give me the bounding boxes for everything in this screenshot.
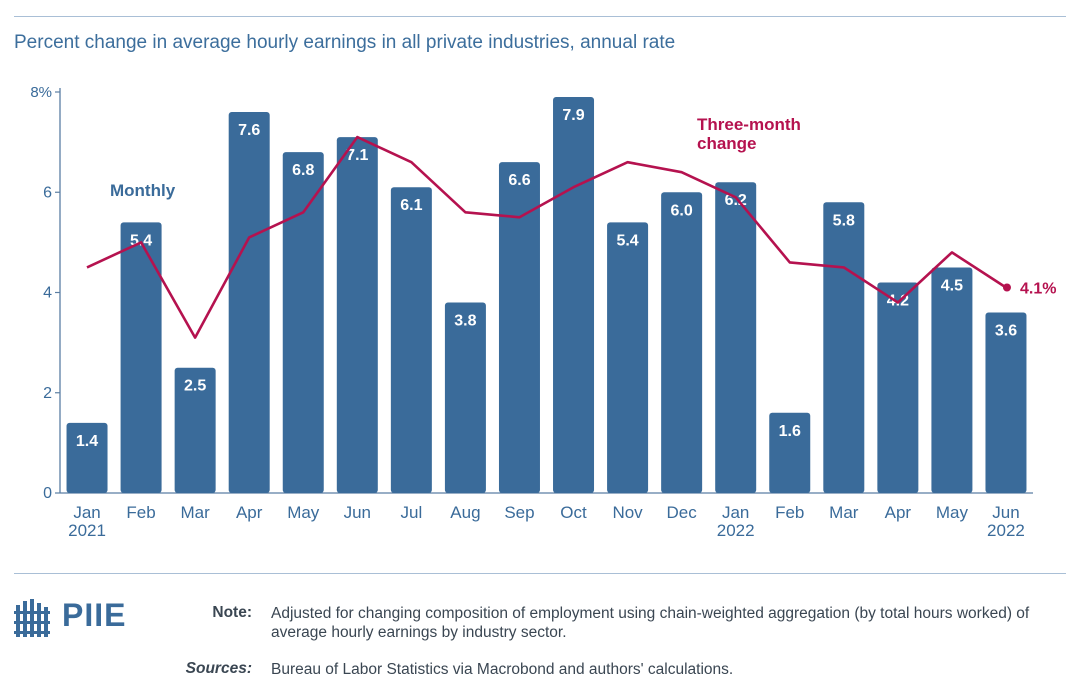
x-tick-label: Aug [450, 503, 480, 522]
bar-value-label: 7.6 [238, 122, 260, 139]
x-tick-label: Mar [829, 503, 859, 522]
line-end-label: 4.1% [1020, 280, 1056, 297]
bar-value-label: 1.4 [76, 433, 98, 450]
bar [444, 302, 486, 493]
bar [336, 137, 378, 494]
sources-text: Bureau of Labor Statistics via Macrobond… [271, 661, 734, 678]
bar [877, 282, 919, 493]
x-tick-label: May [287, 503, 320, 522]
bar [228, 112, 270, 494]
x-tick-label: Sep [504, 503, 534, 522]
x-tick-label: Apr [236, 503, 263, 522]
bar [553, 97, 595, 493]
bar-value-label: 1.6 [779, 423, 801, 440]
bar [769, 412, 811, 493]
bar-value-label: 6.0 [671, 202, 693, 219]
three-month-line [86, 135, 1007, 339]
x-tick-label: Dec [667, 503, 698, 522]
three-month-series-label: change [697, 134, 757, 153]
note-label: Note: [212, 604, 252, 621]
note-text: Adjusted for changing composition of emp… [271, 605, 1030, 641]
x-tick-label: Jul [400, 503, 422, 522]
bar [120, 222, 162, 493]
line-end-dot [1002, 283, 1011, 292]
x-tick-label: Jun [992, 503, 1019, 522]
bottom-rule [14, 573, 1066, 574]
x-tick-year-label: 2022 [717, 521, 755, 540]
bar [390, 187, 432, 494]
top-rule [14, 16, 1066, 17]
monthly-series-label: Monthly [110, 181, 176, 200]
bar-value-label: 3.6 [995, 323, 1017, 340]
bar [661, 192, 703, 493]
bar-value-label: 6.8 [292, 162, 314, 179]
bar [66, 422, 108, 493]
bar-value-label: 7.9 [562, 107, 584, 124]
chart: 02468%1.45.42.57.66.87.16.13.86.67.95.46… [30, 84, 1056, 540]
bar-value-label: 6.1 [400, 197, 422, 214]
bar [985, 312, 1027, 493]
chart-title: Percent change in average hourly earning… [14, 32, 676, 53]
bar-value-label: 5.8 [833, 212, 855, 229]
x-tick-label: Jan [73, 503, 100, 522]
x-tick-label: Oct [560, 503, 587, 522]
bar [174, 367, 216, 493]
three-month-series-label: Three-month [697, 115, 801, 134]
x-tick-label: Jun [344, 503, 371, 522]
x-tick-label: Mar [180, 503, 210, 522]
y-tick-label: 2 [43, 385, 52, 402]
logo-text: PIIE [62, 597, 127, 633]
y-tick-label: 8% [30, 84, 52, 101]
bar-value-label: 4.5 [941, 277, 963, 294]
bar-value-label: 2.5 [184, 378, 206, 395]
x-tick-label: Feb [126, 503, 155, 522]
x-tick-label: Jan [722, 503, 749, 522]
y-tick-label: 0 [43, 485, 52, 502]
bar [607, 222, 649, 493]
bar-value-label: 5.4 [616, 232, 638, 249]
sources-label: Sources: [185, 660, 252, 677]
x-tick-label: Apr [885, 503, 912, 522]
bar [931, 267, 973, 493]
bar-value-label: 3.8 [454, 313, 476, 330]
y-tick-label: 4 [43, 285, 52, 302]
bar [823, 202, 865, 493]
bar [282, 152, 324, 493]
y-tick-label: 6 [43, 184, 52, 201]
bar-value-label: 7.1 [346, 147, 368, 164]
x-tick-label: Nov [612, 503, 643, 522]
x-tick-year-label: 2022 [987, 521, 1025, 540]
bar-value-label: 6.6 [508, 172, 530, 189]
x-tick-year-label: 2021 [68, 521, 106, 540]
x-tick-label: Feb [775, 503, 804, 522]
x-tick-label: May [936, 503, 969, 522]
bar [715, 182, 757, 493]
piie-logo-icon [14, 599, 50, 637]
bar [498, 162, 540, 494]
